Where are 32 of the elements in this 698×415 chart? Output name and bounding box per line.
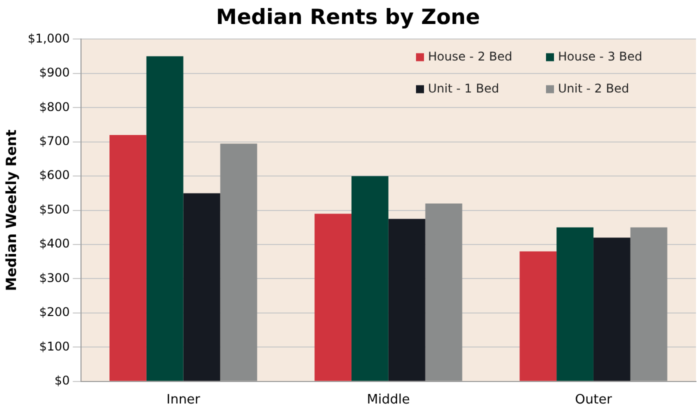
bar [630,227,668,381]
bar [520,251,557,381]
bar [425,203,462,381]
y-tick-label: $300 [39,270,70,285]
bar [110,135,146,381]
bar [556,227,594,381]
y-tick-label: $1,000 [28,31,70,46]
bar [593,238,630,381]
legend-label: House - 3 Bed [558,49,642,64]
bar [146,56,184,381]
bar [314,214,352,381]
y-tick-label: $0 [54,374,70,388]
x-tick-label: Outer [575,392,613,408]
y-tick-label: $500 [39,202,70,216]
y-axis-title: Median Weekly Rent [4,129,20,292]
bar [388,218,426,381]
bar [183,193,220,381]
y-tick-label: $900 [39,66,70,80]
chart-title: Median Rents by Zone [216,5,480,30]
legend-label: House - 2 Bed [428,49,512,64]
y-tick-label: $200 [39,305,70,320]
x-tick-label: Inner [166,392,201,408]
legend-label: Unit - 2 Bed [558,81,630,96]
y-tick-label: $400 [39,236,70,251]
bar [220,144,258,381]
legend-label: Unit - 1 Bed [428,81,500,96]
y-tick-label: $800 [39,100,70,114]
x-tick-label: Middle [366,392,410,408]
y-tick-label: $700 [39,134,70,148]
y-tick-label: $100 [39,339,70,354]
y-tick-label: $600 [39,168,70,182]
bar [351,176,388,381]
